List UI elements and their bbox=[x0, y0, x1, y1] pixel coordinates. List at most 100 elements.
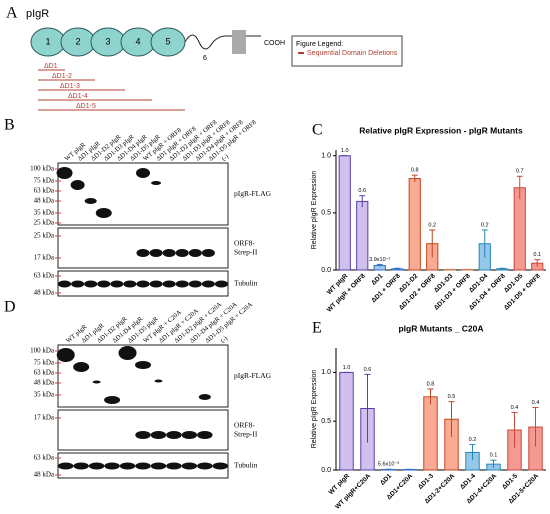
band bbox=[136, 280, 150, 288]
kda-marker: 35 kDa bbox=[34, 209, 55, 217]
value-label: 0.7 bbox=[516, 169, 524, 175]
value-label: 5.6x10⁻³ bbox=[378, 462, 399, 468]
value-label: 0.1 bbox=[533, 252, 541, 258]
blot-label: pIgR-FLAG bbox=[234, 371, 272, 380]
value-label: 1.0 bbox=[341, 148, 349, 154]
y-tick-label: 0.5 bbox=[321, 418, 331, 425]
band bbox=[150, 431, 167, 439]
value-label: 0.6 bbox=[364, 367, 372, 373]
panel-title: pIgR bbox=[26, 8, 49, 20]
band bbox=[188, 280, 202, 288]
band bbox=[118, 346, 137, 360]
band bbox=[175, 280, 189, 288]
value-label: 0.1 bbox=[490, 453, 498, 459]
domain-label: 2 bbox=[75, 36, 80, 46]
membrane bbox=[232, 30, 246, 54]
band bbox=[212, 462, 228, 470]
domain-label: 3 bbox=[105, 36, 110, 46]
chart-title: Relative pIgR Expression - pIgR Mutants bbox=[359, 125, 523, 135]
kda-marker: 75 kDa bbox=[34, 359, 55, 367]
band bbox=[181, 431, 198, 439]
band bbox=[136, 168, 150, 178]
terminus: COOH bbox=[264, 40, 285, 47]
kda-marker: 17 kDa bbox=[34, 254, 55, 262]
band bbox=[162, 280, 176, 288]
domain bbox=[150, 27, 186, 57]
bar bbox=[408, 178, 421, 271]
domain-label: 1 bbox=[45, 36, 50, 46]
band bbox=[70, 180, 85, 190]
panel-letter: A bbox=[6, 5, 18, 22]
band bbox=[149, 249, 163, 257]
value-label: 0.8 bbox=[411, 168, 419, 174]
deletion-label: ΔD1-2 bbox=[52, 73, 72, 80]
band bbox=[84, 280, 98, 288]
kda-marker: 48 kDa bbox=[34, 379, 55, 387]
blot-label: ORF8-Strep-II bbox=[234, 420, 258, 438]
kda-marker: 48 kDa bbox=[34, 289, 55, 297]
lane-label: (-) bbox=[220, 335, 229, 345]
value-label: 1.0 bbox=[343, 365, 351, 371]
value-label: 0.6 bbox=[358, 188, 366, 194]
y-tick-label: 1.0 bbox=[321, 153, 331, 160]
y-tick-label: 1.0 bbox=[321, 369, 331, 376]
legend-item: Sequential Domain Deletions bbox=[307, 50, 398, 57]
band bbox=[104, 396, 121, 404]
x-tick-label: ΔD1-5 bbox=[501, 472, 519, 490]
band bbox=[201, 249, 215, 257]
lane-label: (-) bbox=[221, 153, 230, 163]
domain-label: 4 bbox=[135, 36, 140, 46]
chart-title: pIgR Mutants _ C20A bbox=[398, 323, 483, 333]
band bbox=[110, 280, 124, 288]
value-label: 0.2 bbox=[428, 222, 436, 228]
kda-marker: 63 kDa bbox=[34, 272, 55, 280]
value-label: 0.4 bbox=[511, 405, 519, 411]
band bbox=[166, 431, 182, 439]
bar bbox=[356, 200, 369, 271]
band bbox=[58, 280, 72, 288]
kda-marker: 17 kDa bbox=[34, 414, 55, 422]
x-tick-label: ΔD1 bbox=[370, 272, 384, 286]
deletion-label: ΔD1-5 bbox=[76, 103, 96, 110]
value-label: 3.9x10⁻² bbox=[369, 257, 390, 263]
x-tick-label: ΔD1-4 bbox=[459, 472, 477, 490]
bar bbox=[338, 155, 351, 271]
band bbox=[92, 380, 101, 384]
domain-label: 5 bbox=[165, 36, 170, 46]
panel-letter: B bbox=[4, 117, 15, 134]
band bbox=[95, 208, 112, 218]
value-label: 0.2 bbox=[481, 222, 489, 228]
band bbox=[119, 462, 136, 470]
band bbox=[73, 462, 89, 470]
band bbox=[175, 249, 189, 257]
kda-marker: 63 kDa bbox=[34, 454, 55, 462]
value-label: 0.2 bbox=[469, 437, 477, 443]
band bbox=[151, 181, 162, 185]
band bbox=[149, 280, 163, 288]
band bbox=[150, 462, 167, 470]
blot-box bbox=[57, 409, 229, 451]
bar bbox=[339, 371, 354, 471]
blot-label: Tubulin bbox=[234, 278, 258, 287]
kda-marker: 100 kDa bbox=[30, 347, 55, 355]
x-tick-label: ΔD1-3 bbox=[417, 472, 435, 490]
bar bbox=[513, 187, 526, 271]
band bbox=[201, 280, 215, 288]
band bbox=[104, 462, 120, 470]
bar bbox=[423, 396, 438, 471]
deletion-label: ΔD1-3 bbox=[60, 83, 80, 90]
blot-label: Tubulin bbox=[234, 460, 258, 469]
band bbox=[188, 249, 202, 257]
band bbox=[71, 280, 85, 288]
band bbox=[56, 167, 73, 179]
panel-letter: D bbox=[4, 299, 16, 316]
band bbox=[135, 462, 151, 470]
band bbox=[56, 348, 75, 362]
kda-marker: 63 kDa bbox=[34, 369, 55, 377]
blot-box bbox=[57, 227, 229, 269]
band bbox=[214, 280, 228, 288]
kda-marker: 63 kDa bbox=[34, 187, 55, 195]
kda-marker: 48 kDa bbox=[34, 197, 55, 205]
value-label: 0.4 bbox=[532, 400, 540, 406]
band bbox=[166, 462, 182, 470]
